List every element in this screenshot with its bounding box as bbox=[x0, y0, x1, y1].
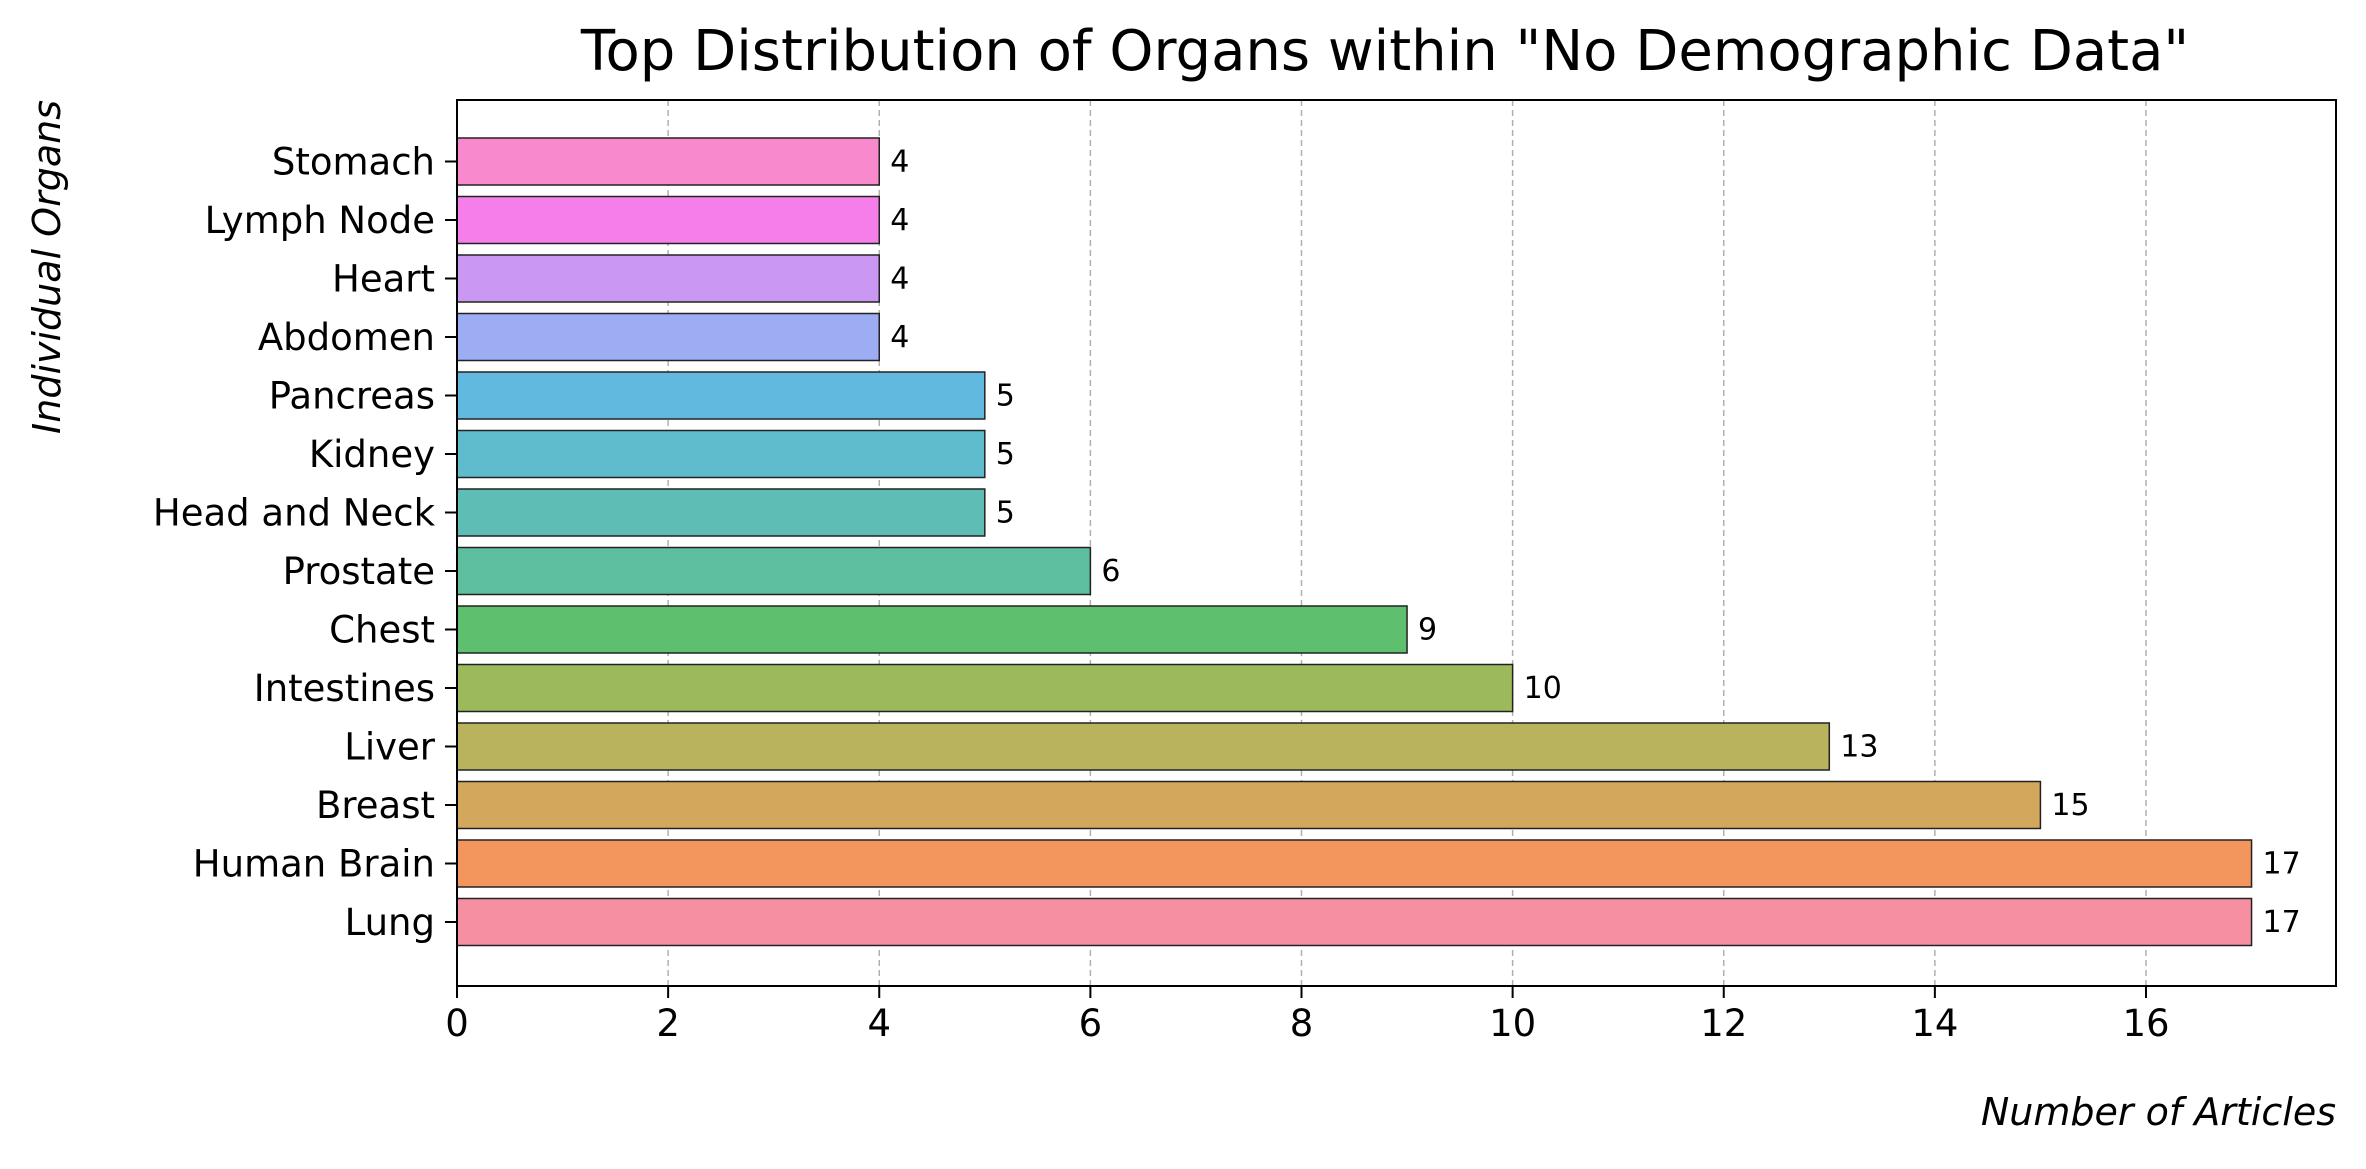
y-tick-label: Kidney bbox=[309, 433, 435, 476]
data-label: 4 bbox=[890, 320, 909, 355]
y-tick-label: Liver bbox=[344, 726, 436, 769]
x-tick-label: 4 bbox=[867, 1002, 891, 1045]
bar-kidney bbox=[456, 429, 986, 479]
y-tick-label: Stomach bbox=[272, 141, 435, 184]
bar-lymph-node bbox=[456, 195, 880, 245]
data-label: 10 bbox=[1524, 671, 1562, 706]
x-tick-label: 10 bbox=[1489, 1002, 1536, 1045]
bar-pancreas bbox=[456, 371, 986, 420]
bar-stomach bbox=[456, 137, 880, 186]
x-axis-label: Number of Articles bbox=[1981, 1090, 2336, 1134]
x-axis-ticks: 0 2 4 6 8 10 12 14 16 bbox=[445, 986, 2170, 1045]
bar-intestines bbox=[456, 663, 1514, 713]
x-tick-label: 2 bbox=[656, 1002, 680, 1045]
plot-area-frame bbox=[456, 99, 2337, 987]
data-label: 9 bbox=[1418, 613, 1437, 648]
bar-abdomen bbox=[456, 312, 880, 362]
data-label: 4 bbox=[890, 145, 909, 180]
y-tick-label: Prostate bbox=[283, 550, 435, 593]
x-tick-label: 6 bbox=[1079, 1002, 1103, 1045]
data-label: 4 bbox=[890, 262, 909, 297]
x-tick-label: 0 bbox=[445, 1002, 469, 1045]
y-tick-label: Breast bbox=[316, 784, 435, 827]
chart-title: Top Distribution of Organs within "No De… bbox=[580, 19, 2189, 84]
x-tick-label: 14 bbox=[1911, 1002, 1958, 1045]
data-label: 5 bbox=[996, 379, 1015, 414]
data-label: 13 bbox=[1840, 730, 1878, 765]
bar-breast bbox=[456, 780, 2042, 830]
bars bbox=[456, 137, 2253, 947]
data-label: 5 bbox=[996, 437, 1015, 472]
y-tick-label: Abdomen bbox=[258, 316, 435, 359]
data-label: 17 bbox=[2263, 905, 2301, 940]
bar-lung bbox=[456, 897, 2253, 947]
y-tick-label: Heart bbox=[332, 258, 435, 301]
data-label: 4 bbox=[890, 203, 909, 238]
x-tick-label: 12 bbox=[1700, 1002, 1747, 1045]
y-tick-label: Human Brain bbox=[193, 843, 435, 886]
y-axis-ticks: Lung Human Brain Breast Liver Intestines Ches… bbox=[153, 141, 457, 944]
x-tick-label: 16 bbox=[2122, 1002, 2169, 1045]
bar-heart bbox=[456, 254, 880, 303]
bar-liver bbox=[456, 722, 1831, 771]
data-label: 15 bbox=[2051, 788, 2089, 823]
data-label: 6 bbox=[1101, 554, 1120, 589]
y-tick-label: Intestines bbox=[254, 667, 435, 710]
x-tick-label: 8 bbox=[1290, 1002, 1314, 1045]
data-labels: 17 17 15 13 10 9 6 5 5 5 4 4 4 4 bbox=[890, 145, 2300, 941]
bar-head-and-neck bbox=[456, 488, 986, 537]
data-label: 17 bbox=[2263, 847, 2301, 882]
y-tick-label: Pancreas bbox=[269, 375, 435, 418]
y-tick-label: Chest bbox=[329, 609, 435, 652]
data-label: 5 bbox=[996, 496, 1015, 531]
bar-prostate bbox=[456, 546, 1092, 596]
y-tick-label: Head and Neck bbox=[153, 492, 436, 535]
bar-chest bbox=[456, 605, 1408, 654]
y-axis-label: Individual Organs bbox=[25, 100, 69, 434]
y-tick-label: Lung bbox=[345, 901, 435, 944]
y-tick-label: Lymph Node bbox=[205, 199, 435, 242]
bar-human-brain bbox=[456, 839, 2253, 888]
